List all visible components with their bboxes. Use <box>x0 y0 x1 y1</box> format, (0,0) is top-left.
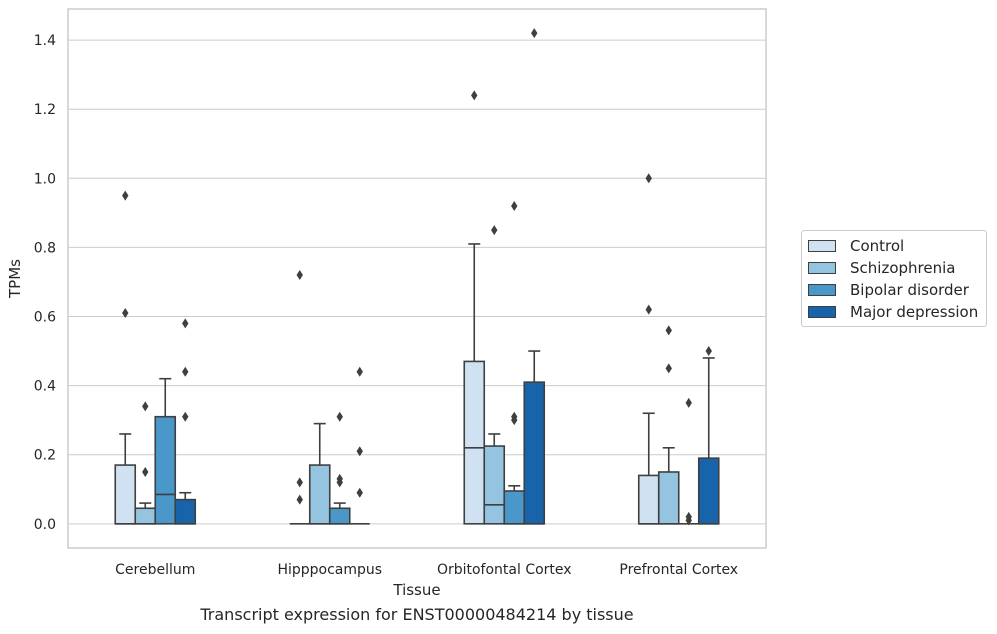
legend-swatch-bipolar-disorder <box>808 284 836 296</box>
legend: Control Schizophrenia Bipolar disorder M… <box>801 230 987 327</box>
outlier-point <box>142 466 149 477</box>
outlier-point <box>182 318 189 329</box>
legend-swatch-schizophrenia <box>808 262 836 274</box>
legend-item-major-depression: Major depression <box>808 302 978 322</box>
legend-label-major-depression: Major depression <box>850 303 979 321</box>
legend-item-bipolar-disorder: Bipolar disorder <box>808 280 969 300</box>
box <box>503 490 526 525</box>
box <box>637 474 660 525</box>
chart-caption: Transcript expression for ENST0000048421… <box>200 605 634 624</box>
box <box>483 445 506 525</box>
box <box>328 507 351 525</box>
legend-item-control: Control <box>808 236 904 256</box>
box <box>308 464 331 525</box>
outlier-point <box>296 477 303 488</box>
outlier-point <box>142 401 149 412</box>
x-tick-label: Cerebellum <box>115 562 195 578</box>
plot-area <box>68 9 766 548</box>
box <box>134 507 157 525</box>
box <box>657 471 680 525</box>
plot-frame <box>67 8 767 549</box>
outlier-point <box>645 173 652 184</box>
outlier-point <box>356 487 363 498</box>
outlier-point <box>531 28 538 39</box>
outlier-point <box>685 397 692 408</box>
outlier-point <box>471 90 478 101</box>
x-tick-label: Orbitofontal Cortex <box>437 562 572 578</box>
box <box>523 381 546 525</box>
outlier-point <box>511 200 518 211</box>
outlier-point <box>685 511 692 522</box>
y-axis-label: TPMs <box>6 259 24 299</box>
box <box>697 457 720 525</box>
y-tick-label: 0.2 <box>34 448 56 464</box>
legend-label-schizophrenia: Schizophrenia <box>850 259 956 277</box>
outlier-point <box>705 346 712 357</box>
outlier-point <box>296 494 303 505</box>
y-tick-label: 0.4 <box>34 379 56 395</box>
outlier-point <box>356 366 363 377</box>
outlier-point <box>182 366 189 377</box>
y-tick-label: 0.6 <box>34 310 56 326</box>
box <box>114 464 137 525</box>
legend-swatch-control <box>808 240 836 252</box>
y-tick-label: 1.4 <box>34 33 56 49</box>
outlier-point <box>665 325 672 336</box>
box <box>174 498 197 525</box>
legend-item-schizophrenia: Schizophrenia <box>808 258 955 278</box>
y-tick-label: 1.0 <box>34 171 56 187</box>
outlier-point <box>356 446 363 457</box>
box <box>154 415 177 525</box>
y-tick-label: 0.8 <box>34 240 56 256</box>
y-tick-label: 0.0 <box>34 517 56 533</box>
x-axis-label: Tissue <box>392 581 440 599</box>
legend-swatch-major-depression <box>808 306 836 318</box>
outlier-point <box>182 411 189 422</box>
outlier-point <box>645 304 652 315</box>
outlier-point <box>122 308 129 319</box>
outlier-point <box>511 411 518 422</box>
y-tick-label: 1.2 <box>34 102 56 118</box>
box <box>463 360 486 525</box>
legend-label-control: Control <box>850 237 905 255</box>
x-tick-label: Prefrontal Cortex <box>619 562 738 578</box>
x-tick-label: Hipppocampus <box>277 562 382 578</box>
outlier-point <box>336 473 343 484</box>
outlier-point <box>122 190 129 201</box>
outlier-point <box>491 225 498 236</box>
outlier-point <box>296 270 303 281</box>
outlier-point <box>336 411 343 422</box>
outlier-point <box>665 363 672 374</box>
legend-label-bipolar-disorder: Bipolar disorder <box>850 281 969 299</box>
